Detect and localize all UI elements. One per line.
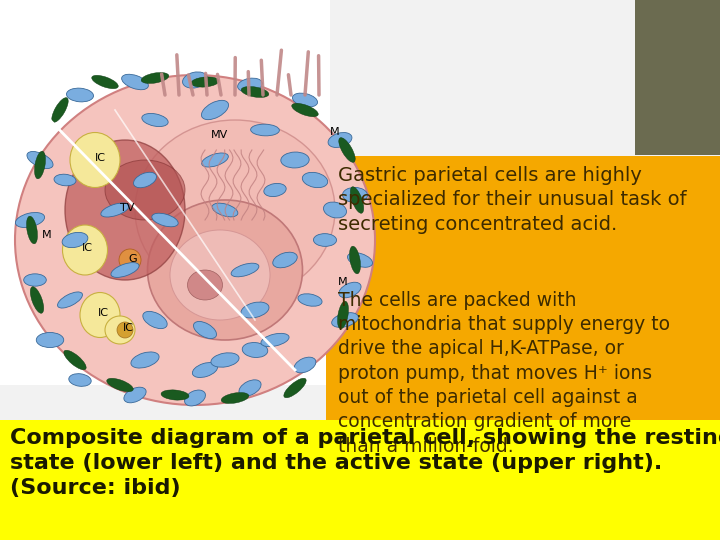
Ellipse shape xyxy=(133,172,156,188)
Ellipse shape xyxy=(241,302,269,318)
Ellipse shape xyxy=(328,132,352,147)
Ellipse shape xyxy=(239,380,261,396)
Ellipse shape xyxy=(231,263,259,277)
Ellipse shape xyxy=(323,202,346,218)
Ellipse shape xyxy=(119,249,141,271)
Ellipse shape xyxy=(284,378,306,398)
Ellipse shape xyxy=(135,120,335,300)
Text: IC: IC xyxy=(94,153,106,163)
Ellipse shape xyxy=(241,86,269,98)
Ellipse shape xyxy=(27,216,37,244)
Ellipse shape xyxy=(30,287,44,313)
Ellipse shape xyxy=(80,293,120,338)
Ellipse shape xyxy=(101,203,129,217)
Bar xyxy=(0,0,330,385)
Ellipse shape xyxy=(143,312,167,329)
Ellipse shape xyxy=(261,333,289,347)
Ellipse shape xyxy=(281,152,309,168)
Ellipse shape xyxy=(183,72,207,88)
Ellipse shape xyxy=(302,172,328,187)
Bar xyxy=(0,385,720,540)
Ellipse shape xyxy=(111,262,139,278)
Text: IC: IC xyxy=(122,323,133,333)
Ellipse shape xyxy=(148,200,302,340)
Ellipse shape xyxy=(294,357,316,373)
Ellipse shape xyxy=(273,252,297,268)
Ellipse shape xyxy=(238,78,262,92)
Text: The cells are packed with
mitochondria that supply energy to
drive the apical H,: The cells are packed with mitochondria t… xyxy=(338,291,670,456)
Ellipse shape xyxy=(27,152,53,168)
Ellipse shape xyxy=(343,187,367,202)
Ellipse shape xyxy=(332,313,359,327)
Ellipse shape xyxy=(131,352,159,368)
Text: IC: IC xyxy=(81,243,92,253)
Ellipse shape xyxy=(348,253,372,267)
Bar xyxy=(635,0,720,155)
Bar xyxy=(0,420,720,540)
Ellipse shape xyxy=(66,88,94,102)
Ellipse shape xyxy=(194,321,217,339)
Bar xyxy=(326,156,720,539)
Ellipse shape xyxy=(54,174,76,186)
Ellipse shape xyxy=(52,98,68,123)
Ellipse shape xyxy=(70,132,120,187)
Ellipse shape xyxy=(351,187,364,213)
Ellipse shape xyxy=(221,393,249,403)
Ellipse shape xyxy=(264,184,286,197)
Ellipse shape xyxy=(187,270,222,300)
Ellipse shape xyxy=(62,232,88,248)
Ellipse shape xyxy=(339,282,361,298)
Ellipse shape xyxy=(58,292,83,308)
Ellipse shape xyxy=(124,387,146,403)
Ellipse shape xyxy=(15,213,45,227)
Ellipse shape xyxy=(161,390,189,400)
Ellipse shape xyxy=(242,342,268,357)
Ellipse shape xyxy=(105,316,135,344)
Text: TV: TV xyxy=(120,203,134,213)
Text: M: M xyxy=(338,277,348,287)
Ellipse shape xyxy=(36,333,63,348)
Ellipse shape xyxy=(202,100,228,120)
Ellipse shape xyxy=(251,124,279,136)
Ellipse shape xyxy=(35,151,45,179)
Ellipse shape xyxy=(105,160,185,220)
Ellipse shape xyxy=(117,322,133,338)
Ellipse shape xyxy=(339,138,355,163)
Text: IC: IC xyxy=(97,308,109,318)
Ellipse shape xyxy=(292,103,318,117)
Text: Composite diagram of a parietal cell, showing the resting
state (lower left) and: Composite diagram of a parietal cell, sh… xyxy=(10,428,720,498)
Ellipse shape xyxy=(202,153,228,167)
Text: G: G xyxy=(129,254,138,264)
Text: M: M xyxy=(42,230,52,240)
Ellipse shape xyxy=(122,75,148,90)
Text: Gastric parietal cells are highly
specialized for their unusual task of
secretin: Gastric parietal cells are highly specia… xyxy=(338,166,687,233)
Ellipse shape xyxy=(192,362,217,377)
Ellipse shape xyxy=(142,113,168,126)
Ellipse shape xyxy=(152,213,178,227)
Ellipse shape xyxy=(15,75,375,405)
Ellipse shape xyxy=(184,390,205,406)
Ellipse shape xyxy=(63,225,107,275)
Ellipse shape xyxy=(292,93,318,107)
Ellipse shape xyxy=(141,72,168,84)
Ellipse shape xyxy=(24,274,46,286)
Ellipse shape xyxy=(349,246,361,274)
Ellipse shape xyxy=(107,379,133,392)
Ellipse shape xyxy=(211,353,239,367)
Ellipse shape xyxy=(65,140,185,280)
Text: M: M xyxy=(330,127,340,137)
Ellipse shape xyxy=(64,350,86,370)
Ellipse shape xyxy=(170,230,270,320)
Ellipse shape xyxy=(338,301,348,329)
Bar xyxy=(0,0,720,385)
Ellipse shape xyxy=(91,75,118,89)
Ellipse shape xyxy=(191,77,219,87)
Ellipse shape xyxy=(212,203,238,217)
Ellipse shape xyxy=(69,374,91,386)
Text: MV: MV xyxy=(212,130,229,140)
Ellipse shape xyxy=(298,294,322,306)
Ellipse shape xyxy=(313,234,336,246)
